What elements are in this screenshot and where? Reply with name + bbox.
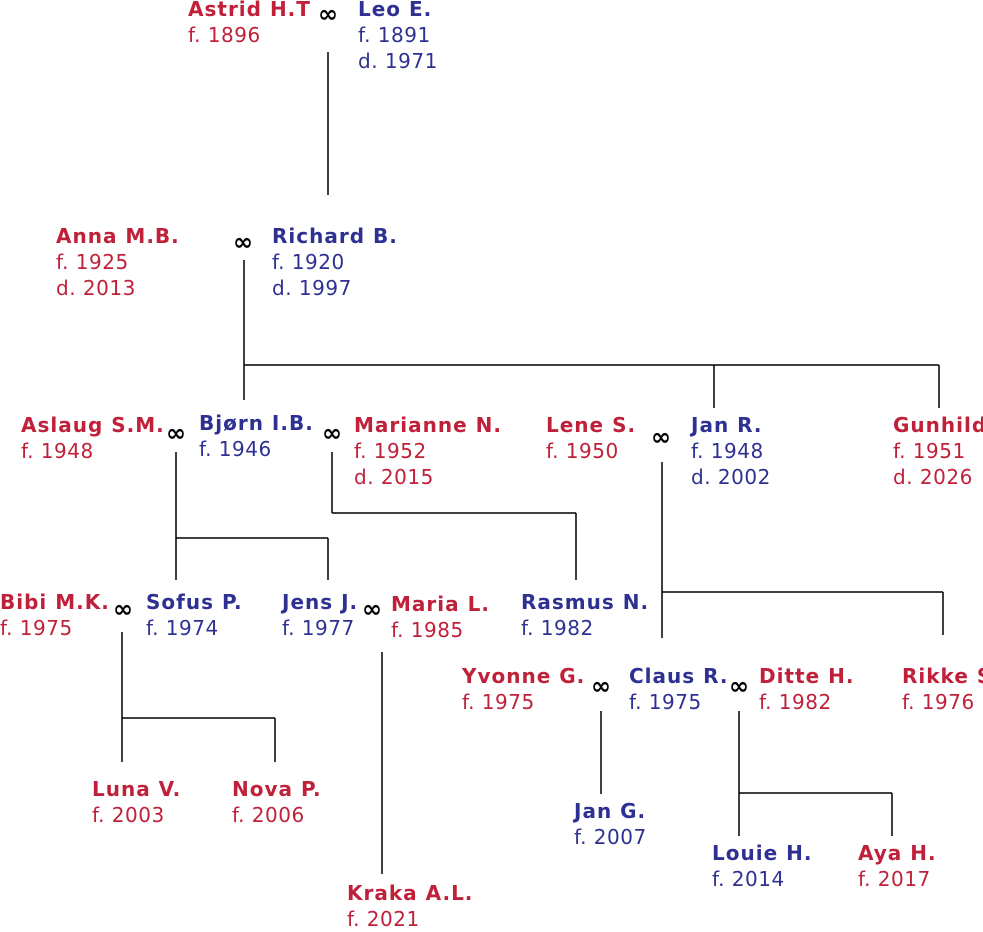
birth-year: f. 2003 [92,803,165,827]
birth-year: f. 1975 [0,616,73,640]
birth-year: f. 1982 [521,616,594,640]
person-name: Luna V. [92,777,182,801]
person-name: Maria L. [391,592,490,616]
death-year: d. 2002 [691,465,771,489]
person-marianne: Marianne N. f. 1952 d. 2015 [354,412,502,490]
person-name: Astrid H.T [188,0,311,21]
birth-year: f. 2021 [347,907,420,931]
person-name: Sofus P. [146,590,243,614]
person-aya: Aya H. f. 2017 [858,840,937,892]
person-name: Kraka A.L. [347,881,474,905]
person-name: Bibi M.K. [0,590,110,614]
birth-year: f. 2017 [858,867,931,891]
death-year: d. 1971 [358,49,438,73]
marriage-symbol-bjorn-marianne: ∞ [322,419,342,447]
birth-year: f. 1974 [146,616,219,640]
birth-year: f. 1952 [354,439,427,463]
birth-year: f. 2014 [712,867,785,891]
person-name: Aslaug S.M. [21,413,165,437]
birth-year: f. 2006 [232,803,305,827]
marriage-symbol-jens-maria: ∞ [362,595,382,623]
person-bjorn: Bjørn I.B. f. 1946 [199,410,314,462]
person-yvonne: Yvonne G. f. 1975 [462,663,585,715]
birth-year: f. 1925 [56,250,129,274]
person-gunhild: Gunhild f. 1951 d. 2026 [893,412,983,490]
person-name: Leo E. [358,0,433,21]
death-year: d. 2015 [354,465,434,489]
person-name: Aya H. [858,841,937,865]
birth-year: f. 1982 [759,690,832,714]
death-year: d. 2013 [56,276,136,300]
birth-year: f. 1950 [546,439,619,463]
person-jens: Jens J. f. 1977 [282,589,358,641]
person-name: Louie H. [712,841,813,865]
person-richard: Richard B. f. 1920 d. 1997 [272,223,398,301]
person-name: Marianne N. [354,413,502,437]
person-name: Jan G. [574,799,647,823]
person-nova: Nova P. f. 2006 [232,776,322,828]
person-name: Yvonne G. [462,664,586,688]
birth-year: f. 1946 [199,437,272,461]
birth-year: f. 1948 [691,439,764,463]
person-louie: Louie H. f. 2014 [712,840,812,892]
person-sofus: Sofus P. f. 1974 [146,589,243,641]
person-leo: Leo E. f. 1891 d. 1971 [358,0,438,74]
birth-year: f. 1985 [391,618,464,642]
birth-year: f. 1948 [21,439,94,463]
person-name: Ditte H. [759,664,855,688]
birth-year: f. 2007 [574,825,647,849]
person-astrid: Astrid H.T f. 1896 [188,0,311,48]
marriage-symbol-astrid-leo: ∞ [318,0,338,28]
person-anna: Anna M.B. f. 1925 d. 2013 [56,223,180,301]
person-ditte: Ditte H. f. 1982 [759,663,854,715]
birth-year: f. 1920 [272,250,345,274]
person-claus: Claus R. f. 1975 [629,663,729,715]
person-jang: Jan G. f. 2007 [574,798,647,850]
person-rikke: Rikke S.f. 1976 [902,663,983,715]
person-kraka: Kraka A.L. f. 2021 [347,880,473,932]
person-name: Jens J. [282,590,359,614]
person-name: Gunhild [893,413,983,437]
person-bibi: Bibi M.K. f. 1975 [0,589,110,641]
marriage-symbol-lene-janr: ∞ [651,423,671,451]
person-luna: Luna V. f. 2003 [92,776,181,828]
marriage-symbol-aslaug-bjorn: ∞ [166,419,186,447]
marriage-symbol-bibi-sofus: ∞ [113,595,133,623]
person-aslaug: Aslaug S.M. f. 1948 [21,412,165,464]
person-name: Nova P. [232,777,322,801]
birth-year: f. 1976 [902,690,975,714]
person-name: Rikke S. [902,664,983,688]
birth-year: f. 1891 [358,23,431,47]
person-janr: Jan R. f. 1948 d. 2002 [691,412,771,490]
birth-year: f. 1975 [629,690,702,714]
person-name: Jan R. [691,413,763,437]
person-name: Richard B. [272,224,398,248]
person-name: Rasmus N. [521,590,650,614]
marriage-symbol-claus-ditte: ∞ [729,672,749,700]
death-year: d. 2026 [893,465,973,489]
marriage-symbol-anna-richard: ∞ [233,228,253,256]
marriage-symbol-yvonne-claus: ∞ [591,672,611,700]
birth-year: f. 1975 [462,690,535,714]
birth-year: f. 1896 [188,23,261,47]
birth-year: f. 1951 [893,439,966,463]
person-name: Anna M.B. [56,224,180,248]
death-year: d. 1997 [272,276,352,300]
person-maria: Maria L. f. 1985 [391,591,490,643]
person-lene: Lene S. f. 1950 [546,412,636,464]
person-rasmus: Rasmus N. f. 1982 [521,589,649,641]
birth-year: f. 1977 [282,616,355,640]
person-name: Claus R. [629,664,729,688]
person-name: Lene S. [546,413,637,437]
person-name: Bjørn I.B. [199,411,314,435]
